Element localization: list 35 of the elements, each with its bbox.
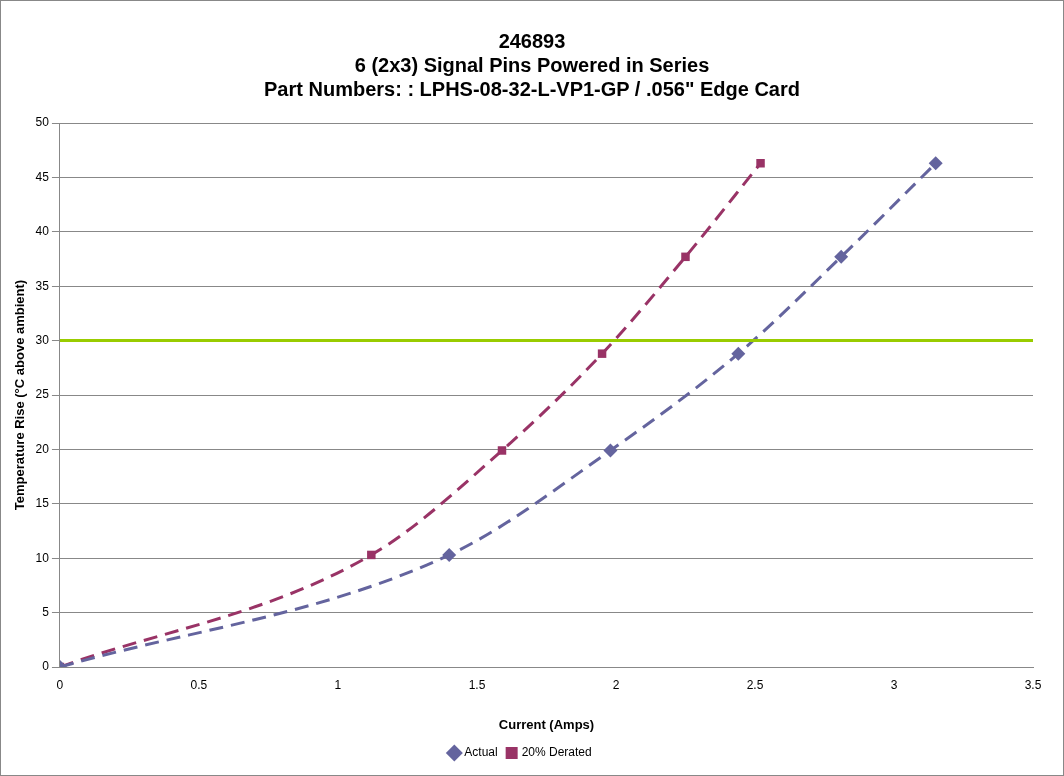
point	[597, 349, 607, 358]
point	[731, 346, 746, 361]
y-tick-label: 50	[35, 115, 50, 130]
y-tick-label: 0	[42, 659, 50, 674]
point	[603, 443, 618, 458]
point	[756, 159, 765, 168]
y-tick-label: 30	[35, 332, 50, 347]
chart-title: 246893	[497, 29, 567, 53]
y-tick-label: 35	[35, 278, 50, 293]
y-tick-label: 45	[35, 169, 50, 184]
y-tick-label: 40	[35, 224, 50, 239]
x-tick-label: 3.5	[1024, 677, 1042, 692]
x-tick-label: 1	[334, 677, 342, 692]
y-tick-label: 25	[35, 387, 50, 402]
y-tick-label: 15	[35, 496, 50, 511]
y-tick-label: 5	[42, 604, 50, 619]
y-axis-title: Temperature Rise (°C above ambient)	[12, 279, 28, 511]
x-tick-label: 2.5	[746, 677, 764, 692]
legend-label: Actual	[464, 745, 498, 760]
point	[497, 446, 507, 455]
point	[681, 252, 690, 262]
x-tick-label: 0.5	[190, 677, 208, 692]
y-tick-label: 10	[35, 550, 50, 565]
x-tick-label: 2	[612, 677, 620, 692]
point	[834, 249, 849, 264]
point	[367, 550, 376, 560]
point	[928, 156, 943, 171]
x-tick-label: 3	[890, 677, 898, 692]
x-axis-title: Current (Amps)	[498, 716, 595, 732]
y-tick-label: 20	[35, 441, 50, 456]
x-tick-label: 0	[56, 677, 64, 692]
x-tick-label: 1.5	[468, 677, 486, 692]
point	[442, 547, 457, 562]
legend-label: 20% Derated	[521, 745, 592, 760]
chart-subtitle: 6 (2x3) Signal Pins Powered in Series Part Numbers: : LPHS-08-32-L-VP1-GP / .056" Edge Card	[263, 53, 801, 101]
